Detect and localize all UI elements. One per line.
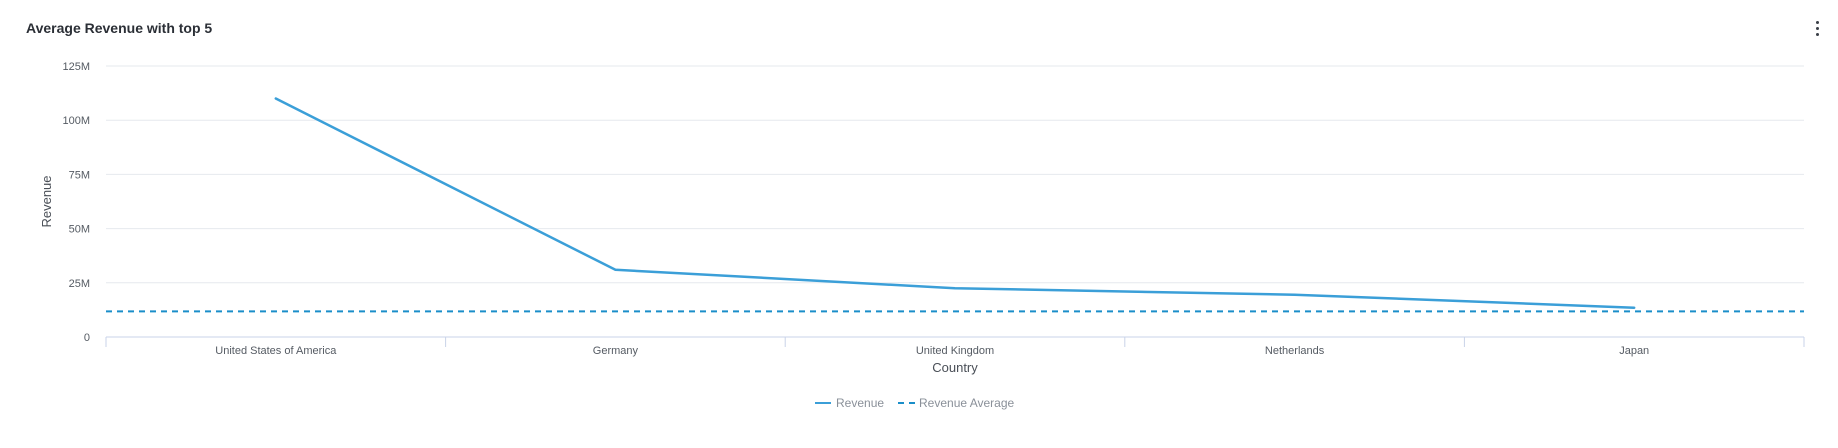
y-tick-label: 25M xyxy=(69,278,90,290)
y-tick-label: 100M xyxy=(62,115,90,127)
y-tick-label: 50M xyxy=(69,224,90,236)
more-vertical-icon[interactable] xyxy=(1812,18,1822,38)
x-tick-label: United States of America xyxy=(215,345,337,357)
chart-title: Average Revenue with top 5 xyxy=(26,20,213,36)
x-tick-label: Japan xyxy=(1619,345,1649,357)
x-tick-label: Netherlands xyxy=(1265,345,1325,357)
x-tick-label: Germany xyxy=(593,345,639,357)
x-axis-title: Country xyxy=(932,360,978,375)
data-point xyxy=(274,97,278,101)
legend-label[interactable]: Revenue xyxy=(836,396,884,410)
y-tick-label: 75M xyxy=(69,169,90,181)
y-tick-label: 0 xyxy=(84,332,90,344)
series-line-revenue xyxy=(274,97,1636,309)
data-point xyxy=(953,286,957,290)
data-point xyxy=(1293,293,1297,297)
data-point xyxy=(1632,306,1636,310)
x-tick-label: United Kingdom xyxy=(916,345,994,357)
y-tick-label: 125M xyxy=(62,61,90,73)
data-point xyxy=(613,268,617,272)
legend-label[interactable]: Revenue Average xyxy=(919,396,1015,410)
y-axis-title: Revenue xyxy=(39,175,54,227)
